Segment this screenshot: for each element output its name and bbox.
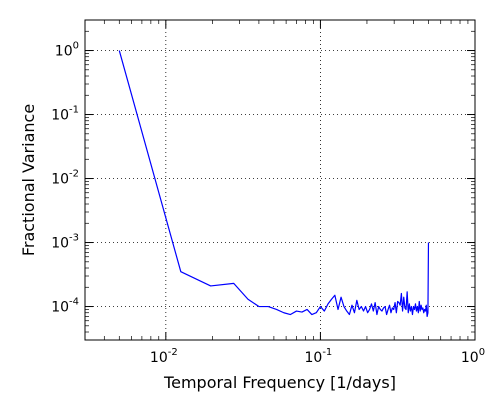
y-tick-label: 10-1 <box>51 105 79 124</box>
x-tick-label: 10-2 <box>150 347 178 366</box>
series-line <box>118 50 430 318</box>
x-axis-label: Temporal Frequency [1/days] <box>163 373 396 392</box>
y-tick-label: 100 <box>55 41 79 60</box>
y-axis-label: Fractional Variance <box>19 104 38 256</box>
tick-labels: 10-2 10-1 100 10-4 10-3 10-2 10-1 100 <box>51 41 485 366</box>
series-layer <box>118 50 430 318</box>
y-tick-label: 10-4 <box>51 297 79 316</box>
plot-frame <box>84 19 476 341</box>
y-tick-label: 10-3 <box>51 233 79 252</box>
y-tick-label: 10-2 <box>51 169 79 188</box>
x-tick-label: 100 <box>461 347 485 366</box>
x-tick-label: 10-1 <box>305 347 333 366</box>
